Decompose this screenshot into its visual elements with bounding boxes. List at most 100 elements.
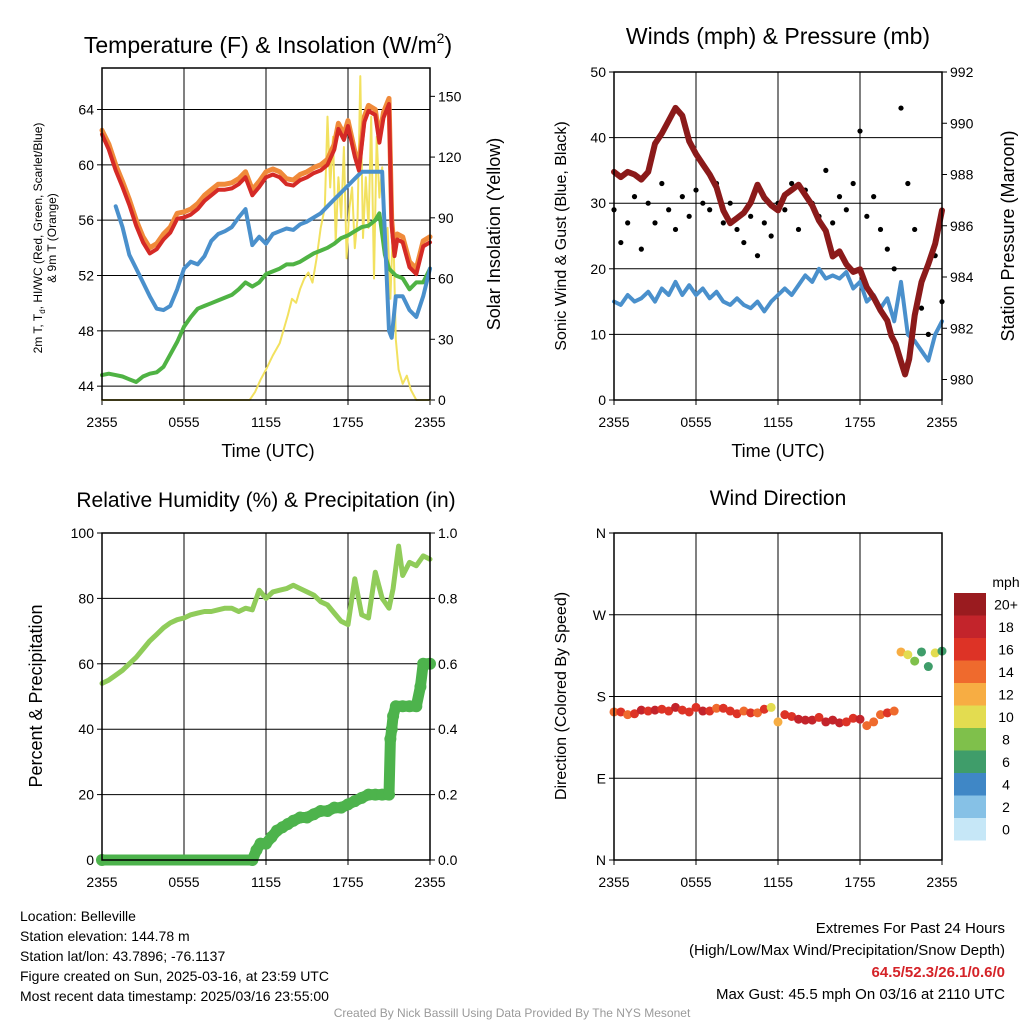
direction-y-tick-label: N [596, 525, 606, 541]
x-tick-label: 1755 [844, 414, 875, 430]
humidity-y-tick-label: 20 [78, 787, 94, 803]
direction-y-tick-label: S [597, 689, 606, 705]
colorbar-swatch [954, 705, 986, 728]
credit-line: Created By Nick Bassill Using Data Provi… [333, 1006, 691, 1020]
precip-point [383, 788, 395, 801]
direction-y-tick-label: N [596, 852, 606, 868]
plot-border [101, 67, 431, 401]
latlon-text: Station lat/lon: 43.7896; -76.1137 [20, 948, 226, 964]
direction-point [671, 702, 680, 712]
x-tick-label: 2355 [926, 414, 957, 430]
gust-point [782, 207, 788, 213]
direction-point [766, 702, 776, 712]
temperature-y-tick-label: 44 [78, 378, 94, 394]
x-tick-label: 1755 [332, 874, 363, 890]
plot-border [613, 71, 943, 401]
extremes-values: 64.5/52.3/26.1/0.6/0 [871, 964, 1005, 981]
gust-point [741, 239, 747, 246]
gust-point [843, 207, 849, 213]
wind-y-tick-label: 40 [590, 130, 606, 146]
insolation-y-tick-label: 90 [438, 210, 454, 226]
x-tick-label: 2355 [598, 874, 629, 890]
wind-y-tick-label: 20 [590, 261, 606, 277]
precip-y-tick-label: 1.0 [438, 525, 458, 541]
precip-y-tick-label: 0.0 [438, 852, 458, 868]
gust-point [871, 194, 877, 200]
gust-point [830, 220, 836, 226]
location-text: Location: Belleville [20, 908, 136, 924]
gust-point [659, 180, 665, 187]
direction-point [821, 717, 831, 727]
humidity-panel-title: Relative Humidity (%) & Precipitation (i… [76, 489, 455, 512]
colorbar-swatch [954, 660, 986, 683]
wind-y-tick-label: 30 [590, 195, 606, 211]
direction-point [746, 708, 756, 718]
pressure-y-tick-label: 982 [950, 320, 974, 336]
gust-point [912, 226, 918, 233]
direction-point [855, 714, 865, 724]
x-tick-label: 1155 [763, 414, 793, 430]
temperature-y-tick-label: 64 [78, 102, 94, 118]
temperature-x-axis-label: Time (UTC) [221, 441, 314, 461]
humidity-y-axis-label: Percent & Precipitation [26, 604, 46, 787]
gust-point [625, 220, 631, 226]
gust-point [918, 305, 925, 311]
direction-point [712, 703, 721, 713]
direction-point [814, 712, 824, 722]
direction-point [657, 704, 667, 714]
gust-point [672, 226, 679, 233]
temperature-y-tick-label: 60 [78, 157, 94, 173]
direction-point [923, 662, 933, 672]
temperature-y-tick-label: 52 [78, 268, 94, 284]
direction-point [930, 648, 940, 658]
colorbar-label: 8 [1002, 731, 1010, 747]
direction-point [848, 713, 858, 723]
gust-point [645, 200, 651, 206]
humidity-y-tick-label: 0 [86, 852, 94, 868]
precip-point [387, 710, 400, 723]
pressure-y-tick-label: 990 [950, 115, 974, 131]
gust-point [748, 213, 754, 219]
colorbar-swatch [954, 638, 986, 661]
pressure-y-tick-label: 984 [950, 269, 974, 285]
pressure-y-tick-label: 986 [950, 218, 974, 234]
rh-series-line [99, 543, 433, 686]
x-tick-label: 0555 [680, 414, 711, 430]
gust-point [864, 213, 870, 219]
humidity-y-tick-label: 100 [71, 525, 95, 541]
colorbar-swatch [954, 683, 986, 706]
insolation-y-tick-label: 60 [438, 271, 454, 287]
precip-y-tick-label: 0.2 [438, 787, 458, 803]
direction-point [616, 707, 626, 717]
gust-point [734, 226, 740, 233]
gust-point [857, 128, 863, 134]
gust-point [686, 213, 692, 219]
colorbar-label: 14 [998, 664, 1014, 680]
gust-point [700, 200, 706, 206]
temperature-panel-title: Temperature (F) & Insolation (W/m2) [84, 30, 452, 58]
gust-point [891, 266, 897, 272]
wind-y-tick-label: 0 [598, 392, 606, 408]
elevation-text: Station elevation: 144.78 m [20, 928, 190, 944]
direction-point [869, 717, 879, 727]
x-tick-label: 1155 [763, 874, 793, 890]
colorbar-unit-label: mph [992, 574, 1019, 590]
humidity-y-tick-label: 40 [78, 721, 94, 737]
station-info: Location: Belleville Station elevation: … [20, 906, 329, 1006]
direction-point [828, 715, 838, 725]
gust-point [618, 239, 624, 246]
direction-point [876, 710, 885, 720]
x-tick-label: 0555 [168, 414, 199, 430]
gust-point [727, 200, 733, 206]
direction-y-tick-label: E [597, 770, 606, 786]
x-tick-label: 2355 [598, 414, 629, 430]
direction-point [917, 647, 926, 657]
x-tick-label: 1155 [251, 414, 281, 430]
direction-point [773, 717, 783, 727]
insol-series-line [101, 75, 431, 401]
direction-point [807, 715, 817, 725]
direction-point [759, 704, 769, 714]
wind-y-tick-label: 50 [590, 64, 606, 80]
pressure-y-tick-label: 988 [950, 167, 974, 183]
insolation-y-tick-label: 150 [438, 88, 462, 104]
